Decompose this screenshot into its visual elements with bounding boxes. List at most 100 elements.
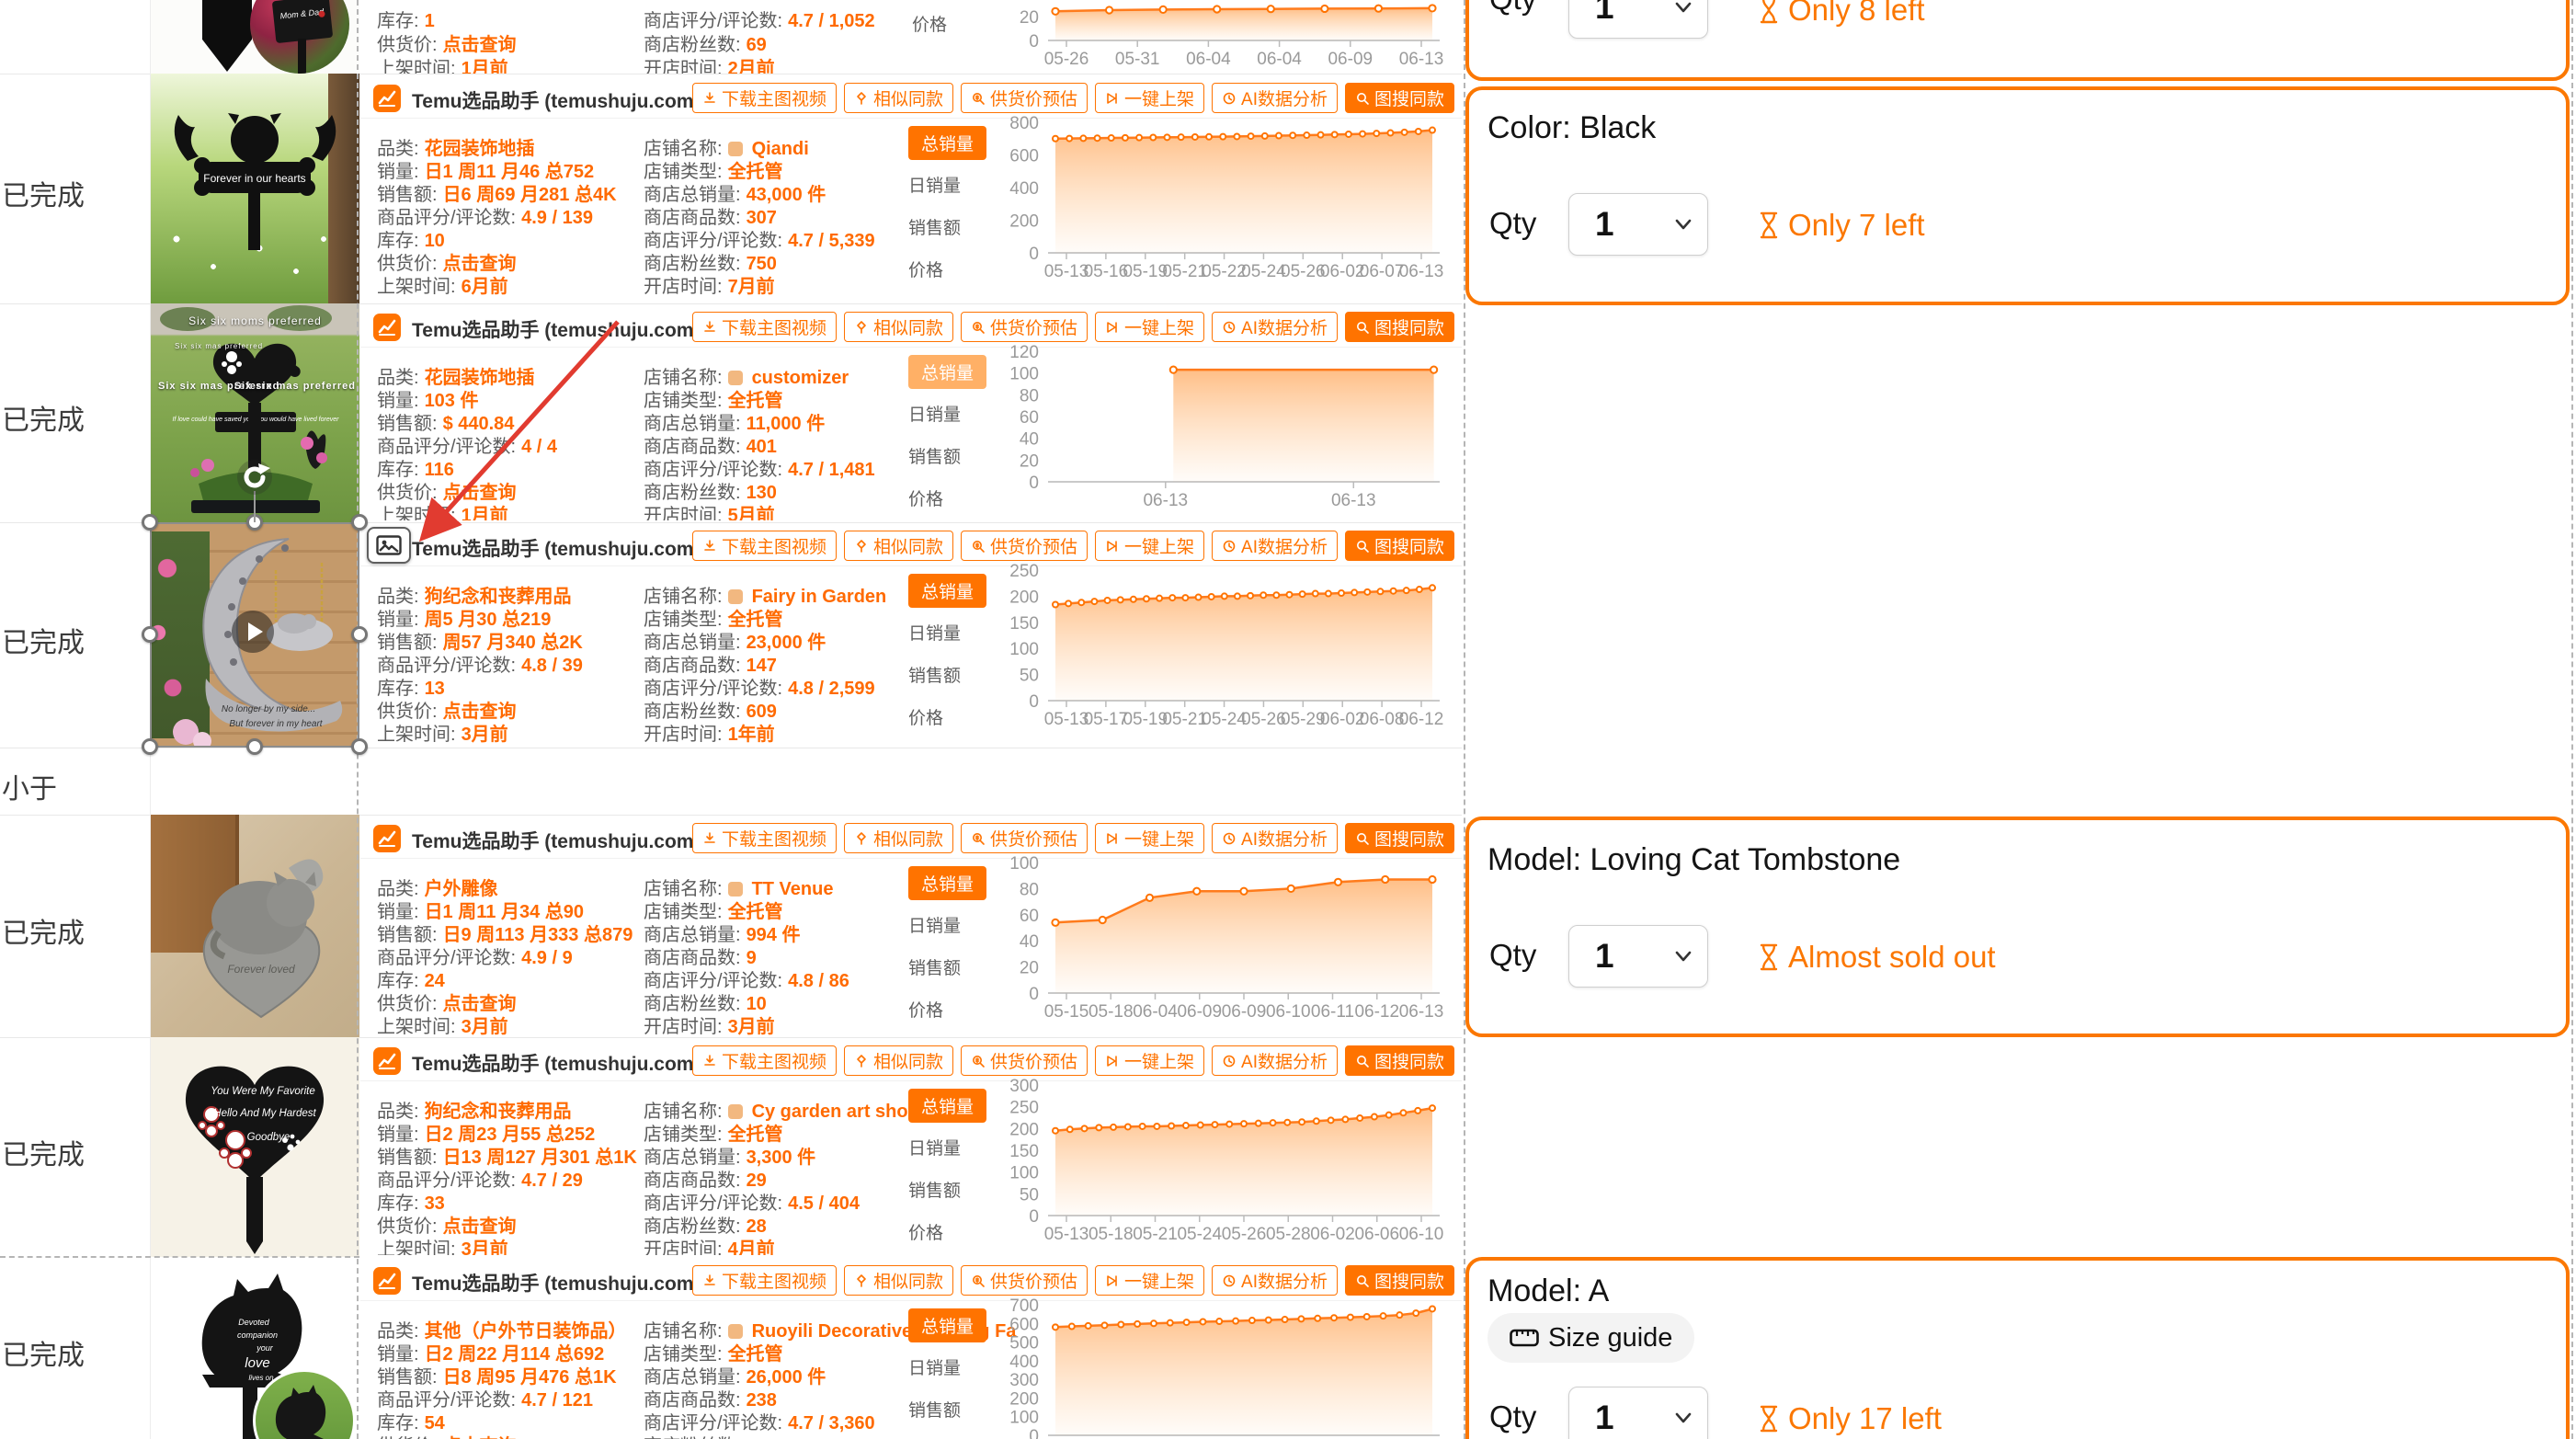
action-button-upload[interactable]: 一键上架 bbox=[1095, 312, 1205, 342]
action-button-similar[interactable]: 相似同款 bbox=[843, 1045, 953, 1076]
legend-item-总销量[interactable]: 总销量 bbox=[908, 866, 987, 900]
field-right-3: 商店商品数: 147 bbox=[644, 650, 777, 677]
play-button[interactable] bbox=[232, 611, 274, 653]
action-button-ai[interactable]: AI数据分析 bbox=[1212, 1265, 1338, 1296]
product-image-cell[interactable]: No longer by my side... But forever in my… bbox=[151, 522, 359, 748]
field-value: 54 bbox=[424, 1413, 445, 1433]
qty-select-model-a[interactable]: 1 bbox=[1568, 1387, 1708, 1439]
action-button-search[interactable]: 图搜同款 bbox=[1344, 1265, 1454, 1296]
action-button-ai[interactable]: AI数据分析 bbox=[1212, 823, 1338, 853]
action-button-download[interactable]: 下载主图视频 bbox=[691, 1265, 837, 1296]
image-selection-box[interactable] bbox=[150, 522, 359, 748]
legend-item-日销量[interactable]: 日销量 bbox=[908, 1359, 962, 1378]
action-button-search[interactable]: 图搜同款 bbox=[1344, 531, 1454, 561]
legend-item-价格[interactable]: 价格 bbox=[912, 16, 948, 35]
action-button-similar[interactable]: 相似同款 bbox=[843, 823, 953, 853]
selection-resize-handle[interactable] bbox=[351, 738, 368, 755]
action-button-search[interactable]: 图搜同款 bbox=[1344, 312, 1454, 342]
selection-resize-handle[interactable] bbox=[351, 514, 368, 531]
action-button-upload[interactable]: 一键上架 bbox=[1095, 1265, 1205, 1296]
product-image[interactable]: No longer by my side... But forever in my… bbox=[151, 522, 359, 748]
product-image-cell[interactable]: Forever in our hearts bbox=[151, 74, 359, 303]
legend-item-日销量[interactable]: 日销量 bbox=[908, 624, 962, 644]
stock-status: Only 7 left bbox=[1758, 208, 1925, 243]
action-button-similar[interactable]: 相似同款 bbox=[843, 312, 953, 342]
selection-resize-handle[interactable] bbox=[142, 514, 158, 531]
selection-resize-handle[interactable] bbox=[142, 626, 158, 643]
legend-item-总销量[interactable]: 总销量 bbox=[908, 1089, 987, 1123]
product-image-cell[interactable]: You Were My Favorite Hello And My Hardest… bbox=[151, 1037, 359, 1257]
action-button-download[interactable]: 下载主图视频 bbox=[691, 312, 837, 342]
product-image-cell[interactable]: Forever loved bbox=[151, 815, 359, 1037]
legend-item-总销量[interactable]: 总销量 bbox=[908, 1308, 987, 1342]
action-button-search[interactable]: 图搜同款 bbox=[1344, 1045, 1454, 1076]
svg-text:06-09: 06-09 bbox=[1328, 50, 1373, 69]
selection-resize-handle[interactable] bbox=[142, 738, 158, 755]
legend-item-日销量[interactable]: 日销量 bbox=[908, 405, 962, 425]
product-image[interactable]: Devoted companion your love lives on bbox=[151, 1257, 359, 1439]
field-right-0: 店铺名称: Cy garden art shop bbox=[644, 1096, 919, 1123]
rotate-handle-icon[interactable] bbox=[235, 458, 274, 497]
action-button-ai[interactable]: AI数据分析 bbox=[1212, 312, 1338, 342]
qty-select-model-cat[interactable]: 1 bbox=[1568, 925, 1708, 988]
qty-select-sku-top[interactable]: 1 bbox=[1568, 0, 1708, 39]
selection-resize-handle[interactable] bbox=[246, 738, 263, 755]
action-button-ai[interactable]: AI数据分析 bbox=[1212, 83, 1338, 113]
legend-item-销售额[interactable]: 销售额 bbox=[908, 219, 962, 238]
image-search-mini-button[interactable] bbox=[367, 527, 411, 564]
legend-item-价格[interactable]: 价格 bbox=[908, 1224, 944, 1243]
svg-text:lives on: lives on bbox=[248, 1374, 274, 1382]
legend-item-销售额[interactable]: 销售额 bbox=[908, 667, 962, 686]
action-button-estimate[interactable]: 供货价预估 bbox=[961, 1045, 1089, 1076]
product-image-cell[interactable]: Mom & Dad bbox=[151, 0, 359, 74]
action-button-upload[interactable]: 一键上架 bbox=[1095, 531, 1205, 561]
legend-item-总销量[interactable]: 总销量 bbox=[908, 126, 987, 160]
legend-item-价格[interactable]: 价格 bbox=[908, 1001, 944, 1021]
legend-item-总销量[interactable]: 总销量 bbox=[908, 355, 987, 389]
qty-value: 1 bbox=[1595, 1399, 1614, 1436]
action-button-similar[interactable]: 相似同款 bbox=[843, 1265, 953, 1296]
action-button-estimate[interactable]: 供货价预估 bbox=[961, 83, 1089, 113]
action-button-estimate[interactable]: 供货价预估 bbox=[961, 312, 1089, 342]
product-image[interactable]: Forever in our hearts bbox=[151, 74, 359, 303]
action-button-download[interactable]: 下载主图视频 bbox=[691, 823, 837, 853]
product-image-cell[interactable]: Devoted companion your love lives on bbox=[151, 1257, 359, 1439]
legend-item-销售额[interactable]: 销售额 bbox=[908, 448, 962, 467]
action-button-ai[interactable]: AI数据分析 bbox=[1212, 531, 1338, 561]
temu-assistant-logo-icon bbox=[373, 825, 401, 852]
legend-item-日销量[interactable]: 日销量 bbox=[908, 177, 962, 196]
action-button-estimate[interactable]: 供货价预估 bbox=[961, 823, 1089, 853]
legend-item-日销量[interactable]: 日销量 bbox=[908, 1139, 962, 1159]
field-left-3: 商品评分/评论数: 4.9 / 139 bbox=[377, 202, 593, 229]
legend-item-价格[interactable]: 价格 bbox=[908, 490, 944, 509]
download-icon bbox=[704, 1273, 715, 1285]
size-guide-button[interactable]: Size guide bbox=[1487, 1313, 1695, 1363]
action-button-search[interactable]: 图搜同款 bbox=[1344, 83, 1454, 113]
action-button-similar[interactable]: 相似同款 bbox=[843, 531, 953, 561]
field-right-5: 商店粉丝数: 130 bbox=[644, 477, 777, 504]
product-image[interactable]: Forever loved bbox=[151, 815, 359, 1037]
legend-item-销售额[interactable]: 销售额 bbox=[908, 1182, 962, 1201]
legend-item-价格[interactable]: 价格 bbox=[908, 261, 944, 280]
row-divider bbox=[0, 303, 1462, 304]
product-image[interactable]: You Were My Favorite Hello And My Hardest… bbox=[151, 1037, 359, 1257]
legend-item-价格[interactable]: 价格 bbox=[908, 709, 944, 728]
legend-item-总销量[interactable]: 总销量 bbox=[908, 574, 987, 608]
action-button-download[interactable]: 下载主图视频 bbox=[691, 1045, 837, 1076]
action-button-similar[interactable]: 相似同款 bbox=[843, 83, 953, 113]
legend-item-销售额[interactable]: 销售额 bbox=[908, 959, 962, 978]
action-button-estimate[interactable]: 供货价预估 bbox=[961, 1265, 1089, 1296]
legend-item-销售额[interactable]: 销售额 bbox=[908, 1401, 962, 1421]
action-button-upload[interactable]: 一键上架 bbox=[1095, 823, 1205, 853]
action-button-estimate[interactable]: 供货价预估 bbox=[961, 531, 1089, 561]
legend-item-日销量[interactable]: 日销量 bbox=[908, 917, 962, 936]
action-button-upload[interactable]: 一键上架 bbox=[1095, 83, 1205, 113]
action-button-ai[interactable]: AI数据分析 bbox=[1212, 1045, 1338, 1076]
action-button-download[interactable]: 下载主图视频 bbox=[691, 531, 837, 561]
action-button-download[interactable]: 下载主图视频 bbox=[691, 83, 837, 113]
qty-select-color[interactable]: 1 bbox=[1568, 193, 1708, 256]
product-image[interactable]: Mom & Dad bbox=[151, 0, 359, 74]
action-button-upload[interactable]: 一键上架 bbox=[1095, 1045, 1205, 1076]
action-button-search[interactable]: 图搜同款 bbox=[1344, 823, 1454, 853]
selection-resize-handle[interactable] bbox=[351, 626, 368, 643]
